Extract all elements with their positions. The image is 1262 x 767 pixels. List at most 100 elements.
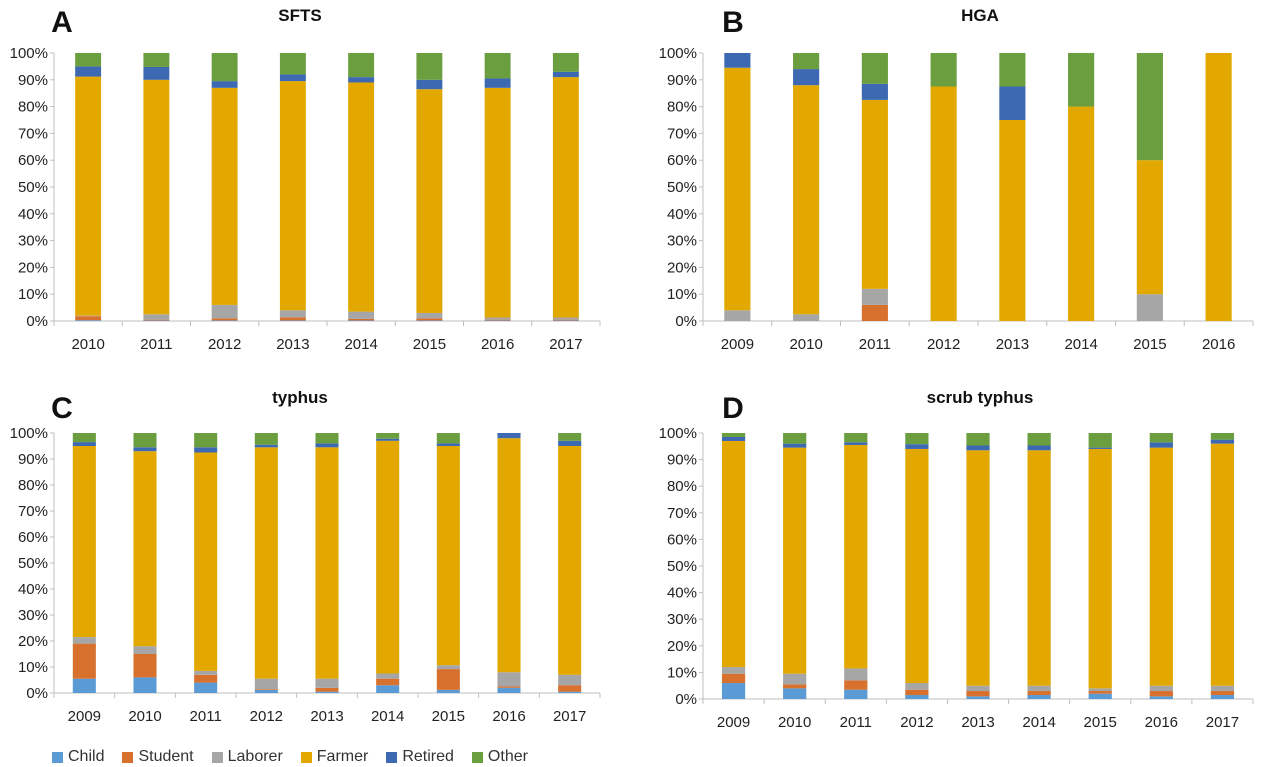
- bar-segment-laborer-2015: [416, 312, 443, 319]
- legend: Child Student Laborer Farmer Retired Other: [52, 748, 528, 766]
- bar-segment-farmer-2011: [844, 444, 868, 669]
- y-tick-label: 80%: [18, 99, 48, 116]
- y-tick-label: 20%: [667, 638, 697, 655]
- x-tick-label: 2011: [840, 714, 872, 731]
- y-tick-label: 70%: [667, 505, 697, 522]
- x-tick-label: 2016: [1202, 336, 1235, 353]
- bar-segment-laborer-2015: [436, 665, 460, 670]
- bar-segment-retired-2016: [497, 433, 521, 439]
- bar-segment-laborer-2017: [558, 674, 582, 686]
- bar-segment-other-2011: [194, 433, 218, 448]
- legend-label: Retired: [402, 748, 454, 765]
- bar-segment-other-2011: [143, 53, 170, 67]
- bar-segment-student-2012: [211, 318, 238, 321]
- bar-segment-other-2009: [72, 433, 96, 443]
- bar-segment-retired-2010: [783, 443, 807, 448]
- legend-item-farmer: Farmer: [300, 748, 368, 766]
- x-tick-label: 2014: [1064, 336, 1097, 353]
- x-tick-label: 2012: [208, 336, 241, 353]
- bar-segment-student-2011: [844, 680, 868, 690]
- bar-segment-retired-2012: [211, 81, 238, 88]
- panel-b: B HGA 0% 10% 20% 30% 40% 50% 60% 70% 80% 90% 100% 200…: [659, 6, 1254, 353]
- bar-segment-farmer-2012: [211, 87, 238, 305]
- bar-segment-retired-2016: [484, 78, 511, 88]
- bar-segment-student-2013: [966, 691, 990, 697]
- bar-segment-retired-2010: [133, 447, 157, 452]
- bar-segment-farmer-2016: [1149, 447, 1173, 686]
- y-tick-label: 10%: [18, 659, 48, 676]
- bar-segment-other-2013: [999, 53, 1026, 87]
- x-tick-label: 2010: [128, 708, 161, 725]
- bar-segment-child-2013: [966, 696, 990, 699]
- bar-segment-other-2013: [279, 53, 306, 75]
- bar-segment-farmer-2017: [1210, 443, 1235, 686]
- y-tick-label: 40%: [18, 206, 48, 223]
- bar-segment-farmer-2013: [966, 450, 990, 686]
- bar-segment-laborer-2013: [315, 678, 339, 688]
- bar-segment-child-2011: [194, 682, 218, 693]
- bar-segment-other-2014: [348, 53, 375, 78]
- y-tick-label: 90%: [18, 72, 48, 89]
- legend-swatch: [471, 751, 483, 763]
- y-tick-label: 50%: [18, 555, 48, 572]
- y-tick-label: 60%: [18, 152, 48, 169]
- bar-segment-child-2015: [1088, 693, 1112, 699]
- y-tick-label: 100%: [659, 45, 697, 62]
- bar-segment-child-2017: [1210, 695, 1235, 699]
- y-tick-label: 100%: [10, 425, 48, 442]
- x-tick-label: 2009: [717, 714, 750, 731]
- bar-segment-other-2012: [211, 53, 238, 82]
- legend-label: Student: [138, 748, 194, 765]
- panel-title: HGA: [961, 6, 999, 25]
- bar-segment-child-2010: [133, 677, 157, 693]
- bar-segment-farmer-2012: [254, 447, 278, 679]
- x-tick-label: 2010: [778, 714, 811, 731]
- bar-segment-retired-2015: [436, 443, 460, 446]
- y-tick-label: 80%: [18, 477, 48, 494]
- bar-segment-student-2011: [861, 304, 888, 321]
- bar-segment-laborer-2010: [133, 646, 157, 654]
- x-tick-label: 2015: [1133, 336, 1166, 353]
- bar-segment-farmer-2012: [905, 448, 929, 684]
- bar-segment-child-2014: [348, 320, 375, 321]
- x-tick-label: 2013: [276, 336, 309, 353]
- figure: A SFTS 0% 10% 20% 30% 40% 50% 60% 70% 80% 90% 100% 20…: [10, 6, 1254, 731]
- bar-segment-laborer-2016: [484, 317, 511, 320]
- bar-segment-student-2015: [1088, 691, 1112, 694]
- y-tick-label: 30%: [18, 233, 48, 250]
- y-tick-label: 0%: [675, 313, 697, 330]
- bar-segment-farmer-2016: [484, 87, 511, 318]
- bar-segment-laborer-2011: [861, 288, 888, 305]
- bar-segment-farmer-2013: [279, 81, 306, 311]
- bar-segment-other-2015: [1088, 433, 1112, 448]
- bar-segment-child-2014: [1027, 695, 1051, 699]
- y-tick-label: 40%: [667, 206, 697, 223]
- bar-segment-retired-2014: [348, 77, 375, 83]
- bar-segment-laborer-2009: [721, 667, 746, 674]
- x-tick-label: 2017: [1206, 714, 1239, 731]
- bar-segment-farmer-2010: [133, 451, 157, 647]
- bar-segment-retired-2010: [75, 66, 102, 77]
- bar-segment-student-2017: [558, 685, 582, 692]
- y-tick-label: 100%: [10, 45, 48, 62]
- bar-segment-child-2017: [552, 320, 579, 321]
- x-tick-label: 2013: [310, 708, 343, 725]
- y-tick-label: 20%: [18, 633, 48, 650]
- bar-segment-child-2013: [315, 691, 339, 693]
- bar-segment-retired-2014: [376, 438, 400, 441]
- bar-segment-child-2015: [436, 689, 460, 693]
- bar-segment-farmer-2009: [721, 440, 746, 668]
- legend-item-student: Student: [122, 748, 194, 766]
- bar-segment-other-2012: [905, 433, 929, 445]
- y-tick-label: 80%: [667, 99, 697, 116]
- bar-segment-child-2009: [721, 683, 746, 699]
- bar-segment-other-2016: [484, 53, 511, 79]
- bar-segment-retired-2013: [999, 86, 1026, 120]
- bar-segment-other-2013: [315, 433, 339, 444]
- bar-segment-retired-2017: [558, 440, 582, 446]
- bar-segment-farmer-2010: [75, 76, 102, 316]
- bar-segment-laborer-2017: [552, 317, 579, 320]
- x-tick-label: 2012: [900, 714, 933, 731]
- y-tick-label: 90%: [667, 452, 697, 469]
- bar-segment-child-2012: [905, 695, 929, 699]
